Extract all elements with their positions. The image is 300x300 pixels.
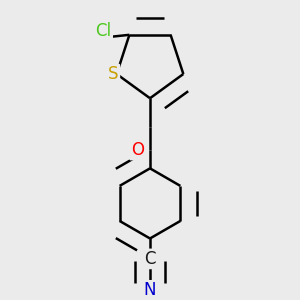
Text: Cl: Cl [96,22,112,40]
Text: N: N [144,281,156,299]
Text: O: O [131,141,144,159]
Text: C: C [144,250,156,268]
Text: S: S [108,65,119,83]
